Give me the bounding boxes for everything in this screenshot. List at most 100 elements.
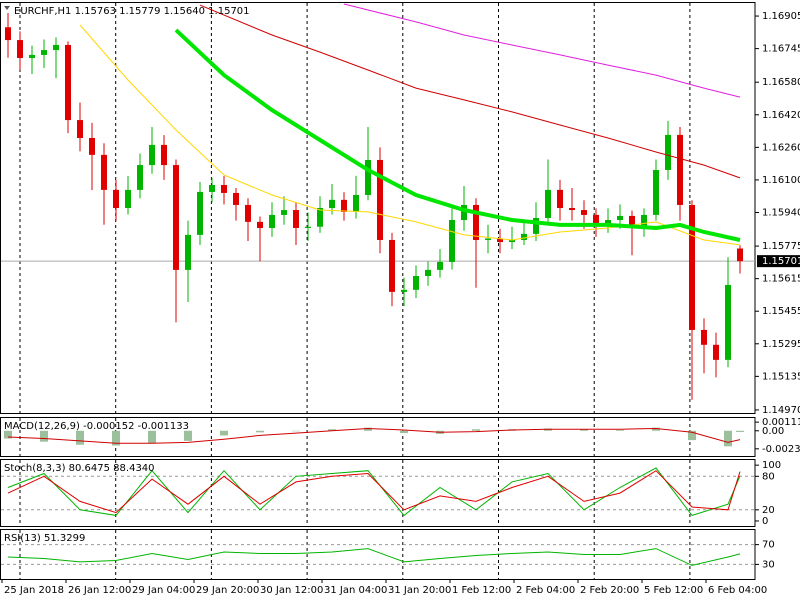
y-tick-label: 1.14970 <box>762 405 800 416</box>
macd-bar <box>400 430 408 434</box>
candle-body <box>437 261 443 270</box>
macd-bar <box>580 429 588 431</box>
candle-body <box>389 239 395 292</box>
candle-body <box>413 276 419 290</box>
panel-frame <box>0 459 756 527</box>
macd-bar <box>292 430 300 432</box>
candle-body <box>677 134 683 205</box>
macd-bar <box>148 430 156 444</box>
y-tick-label: 100 <box>762 460 781 471</box>
panel-title: MACD(12,26,9) -0.000152 -0.001133 <box>4 421 189 432</box>
candle-body <box>269 214 275 228</box>
candle-body <box>29 54 35 58</box>
candle-body <box>281 210 287 215</box>
candle-body <box>137 165 143 190</box>
candle-body <box>233 192 239 205</box>
y-tick-label: 1.16100 <box>762 175 800 186</box>
candle-body <box>665 134 671 170</box>
x-tick-label: 31 Jan 04:00 <box>324 585 387 596</box>
panel-frame <box>0 2 756 414</box>
panel-title: Stoch(8,3,3) 80.6475 88.4340 <box>4 463 155 474</box>
symbol-icon <box>4 6 10 10</box>
macd-bar <box>364 427 372 431</box>
candle-body <box>221 185 227 193</box>
candle-body <box>161 144 167 166</box>
macd-bar <box>4 430 12 439</box>
candle-body <box>125 189 131 209</box>
candle-body <box>653 169 659 215</box>
candle-body <box>569 208 575 211</box>
candle-body <box>593 214 599 226</box>
panel-plot <box>4 427 744 447</box>
y-tick-label: 1.16580 <box>762 77 800 88</box>
candle-body <box>305 226 311 228</box>
indicator-line <box>7 470 741 514</box>
panel-plot <box>1 544 755 566</box>
candle-body <box>89 137 95 155</box>
x-tick-label: 2 Feb 20:00 <box>580 585 639 596</box>
x-tick-label: 1 Feb 12:00 <box>452 585 511 596</box>
candle-body <box>641 214 647 228</box>
moving-average <box>199 4 741 179</box>
candle-body <box>545 189 551 218</box>
macd-bar <box>724 430 732 447</box>
moving-average <box>343 3 741 98</box>
moving-average <box>79 24 741 246</box>
macd-bar <box>472 429 480 431</box>
y-tick-label: 1.16745 <box>762 44 800 55</box>
x-tick-label: 30 Jan 12:00 <box>260 585 323 596</box>
y-tick-label: 0.00 <box>762 426 784 437</box>
panel-plot <box>1 467 755 517</box>
current-price-box <box>757 255 800 268</box>
macd-bar <box>616 430 624 431</box>
candle-body <box>365 159 371 195</box>
candle-body <box>149 144 155 166</box>
macd-bar <box>652 427 660 431</box>
candle-body <box>689 204 695 330</box>
x-tick-label: 5 Feb 12:00 <box>644 585 703 596</box>
candle-body <box>17 40 23 58</box>
candle-body <box>173 165 179 270</box>
candle-body <box>257 221 263 228</box>
current-price-label: 1.15701 <box>762 256 800 267</box>
candle-body <box>485 238 491 240</box>
panel-frame <box>0 529 756 580</box>
candle-body <box>533 217 539 234</box>
candle-body <box>509 239 515 243</box>
candle-body <box>341 199 347 212</box>
candle-body <box>209 185 215 192</box>
macd-bar <box>736 430 744 432</box>
candle-body <box>425 269 431 276</box>
candle-body <box>725 284 731 360</box>
candle-body <box>113 189 119 209</box>
macd-bar <box>76 430 84 445</box>
candle-body <box>329 199 335 209</box>
y-tick-label: 70 <box>762 540 775 551</box>
candle-body <box>713 344 719 360</box>
candle-body <box>497 238 503 243</box>
x-tick-label: 29 Jan 04:00 <box>132 585 195 596</box>
candle-body <box>41 50 47 55</box>
y-tick-label: 0 <box>762 516 768 527</box>
macd-bar <box>40 430 48 442</box>
indicator-line <box>7 467 741 517</box>
y-tick-label: 1.16260 <box>762 142 800 153</box>
candle-body <box>629 215 635 228</box>
candle-body <box>581 210 587 215</box>
y-tick-label: 1.15940 <box>762 207 800 218</box>
panel-plot <box>1 3 755 400</box>
candle-body <box>401 289 407 292</box>
y-tick-label: 1.15455 <box>762 306 800 317</box>
y-tick-label: 1.15775 <box>762 241 800 252</box>
y-tick-label: 20 <box>762 505 775 516</box>
y-tick-label: -0.002323 <box>762 444 800 455</box>
candle-body <box>353 194 359 212</box>
candle-body <box>473 204 479 240</box>
candle-body <box>53 44 59 51</box>
y-tick-label: 30 <box>762 559 775 570</box>
macd-signal <box>7 427 741 444</box>
y-tick-label: 1.15135 <box>762 371 800 382</box>
